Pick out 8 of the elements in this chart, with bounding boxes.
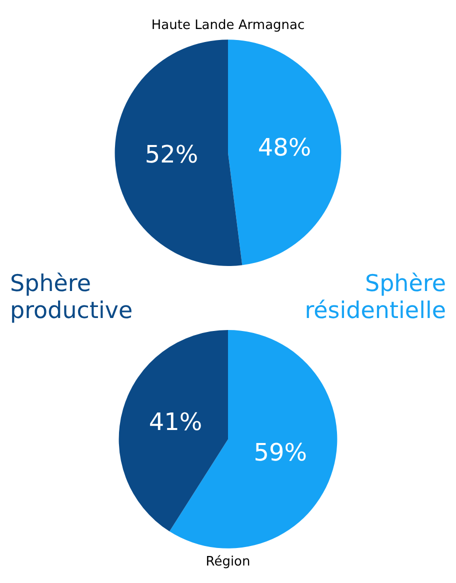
chart-title: Haute Lande Armagnac (151, 18, 305, 34)
data-label: 52% (144, 140, 198, 169)
slice-label: Sphère résidentielle (304, 271, 447, 325)
data-label: 48% (258, 133, 312, 162)
data-label: 41% (148, 408, 202, 436)
text: Région (206, 554, 250, 570)
data-label: 59% (254, 438, 308, 467)
slice-label: Sphère productive (9, 271, 134, 325)
